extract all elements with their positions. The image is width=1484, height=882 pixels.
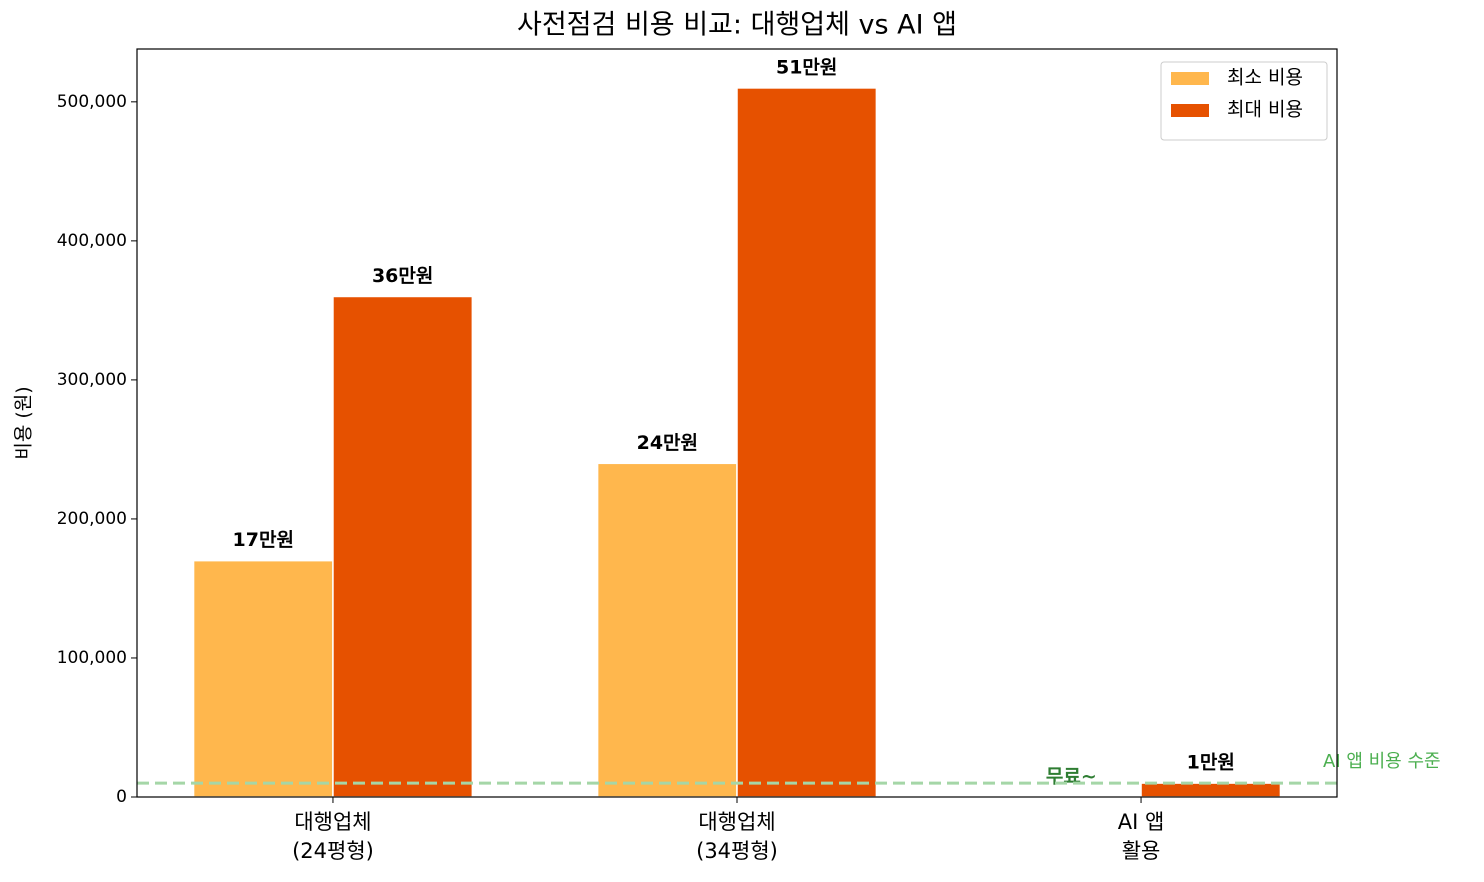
reference-label: AI 앱 비용 수준 [1323,751,1441,772]
y-tick-label: 100,000 [57,648,127,668]
value-label: 36만원 [372,265,433,287]
bar [192,559,334,798]
y-tick-label: 200,000 [57,509,127,529]
legend-swatch [1171,72,1209,85]
value-label: 24만원 [637,432,698,454]
y-tick-label: 0 [116,787,127,807]
bar [1140,782,1282,798]
chart-title: 사전점검 비용 비교: 대행업체 vs AI 앱 [517,10,957,41]
y-tick-label: 300,000 [57,370,127,390]
x-tick-label: AI 앱 활용 [1118,810,1165,863]
value-label: 무료~ [1046,766,1097,788]
value-label: 1만원 [1187,752,1235,774]
legend-swatch [1171,104,1209,117]
legend-label: 최소 비용 [1227,67,1303,89]
bar [596,462,738,798]
bar [332,295,474,798]
value-label: 51만원 [776,56,837,78]
y-tick-label: 400,000 [57,231,127,251]
x-tick-label: 대행업체 (24평형) [292,810,374,863]
y-axis-label: 비용 (원) [13,386,35,459]
y-tick-label: 500,000 [57,92,127,112]
legend-label: 최대 비용 [1227,99,1303,121]
value-label: 17만원 [233,529,294,551]
bar [736,87,878,798]
x-tick-label: 대행업체 (34평형) [696,810,778,863]
